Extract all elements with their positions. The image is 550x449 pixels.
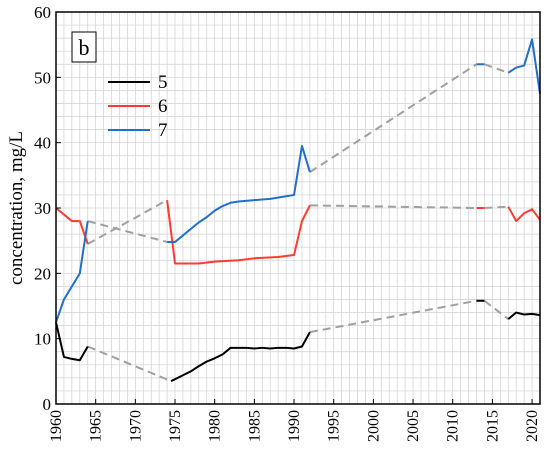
gap-line-5 — [309, 299, 477, 334]
x-tick-label: 1965 — [88, 410, 105, 442]
gap-line-5 — [87, 345, 172, 383]
x-tick-label: 1990 — [286, 410, 303, 442]
x-tick-label: 2005 — [405, 410, 422, 442]
x-tick-label: 1975 — [167, 410, 184, 442]
legend: 5 6 7 — [108, 72, 168, 141]
x-tick-label: 1985 — [246, 410, 263, 442]
y-axis-label: concentration, mg/L — [6, 131, 27, 285]
series-line-6 — [507, 206, 541, 223]
y-tick-label: 40 — [34, 134, 51, 153]
x-tick-label: 2020 — [524, 410, 541, 442]
gap-line-5 — [483, 299, 509, 320]
x-tick-label: 1995 — [326, 410, 343, 442]
gap-line-7 — [309, 63, 478, 173]
legend-label-7: 7 — [158, 120, 168, 141]
gap-line-6 — [309, 204, 477, 209]
y-tick-label: 60 — [34, 3, 51, 22]
series-line-7 — [55, 220, 89, 323]
series-line-7 — [167, 144, 311, 243]
x-tick-label: 1970 — [127, 410, 144, 442]
x-tick-label: 2000 — [365, 410, 382, 442]
gap-lines — [87, 63, 509, 383]
y-tick-label: 20 — [34, 264, 51, 283]
panel-label-frame — [71, 31, 97, 63]
x-tick-label: 1980 — [207, 410, 224, 442]
y-axis-ticks: 0 10 20 30 40 50 60 — [34, 3, 61, 414]
panel-label-box: b — [71, 31, 97, 63]
series-lines — [55, 38, 541, 383]
y-tick-label: 30 — [34, 199, 51, 218]
series-line-6 — [166, 200, 311, 265]
series-line-7 — [507, 38, 541, 94]
gap-line-6 — [484, 205, 509, 209]
x-tick-label: 2010 — [445, 410, 462, 442]
x-tick-label: 1960 — [48, 410, 65, 442]
series-line-5 — [507, 311, 541, 320]
legend-label-6: 6 — [158, 96, 168, 117]
panel-label: b — [79, 35, 90, 60]
y-tick-label: 10 — [34, 330, 51, 349]
y-tick-label: 50 — [34, 68, 51, 87]
series-line-5 — [170, 331, 311, 383]
gap-line-7 — [87, 220, 168, 243]
series-line-5 — [55, 322, 89, 362]
gap-line-7 — [484, 63, 509, 74]
x-axis-ticks: 1960 1965 1970 1975 1980 1985 1990 1995 2000 2005… — [48, 399, 541, 442]
series-line-6 — [55, 207, 89, 245]
gap-line-6 — [87, 199, 168, 245]
legend-label-5: 5 — [158, 72, 168, 93]
y-tick-label: 0 — [43, 395, 52, 414]
x-tick-label: 2015 — [484, 410, 501, 442]
